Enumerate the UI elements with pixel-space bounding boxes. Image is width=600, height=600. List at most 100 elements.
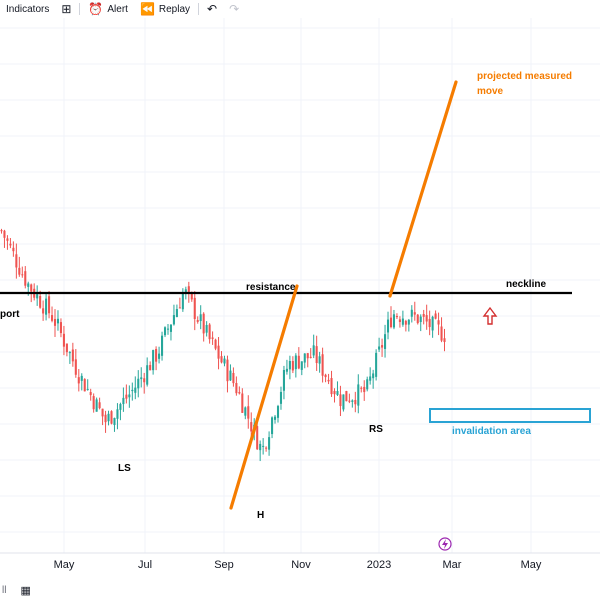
candle-body <box>59 322 62 334</box>
candle-body <box>315 346 318 364</box>
candle-body <box>428 318 431 328</box>
calendar-icon[interactable]: ▦ <box>20 584 31 597</box>
candle-body <box>363 386 366 393</box>
rewind-icon: ⏪ <box>139 2 155 16</box>
replay-button[interactable]: ⏪ Replay <box>134 0 196 18</box>
candle-body <box>172 315 175 325</box>
candle-body <box>386 319 390 333</box>
neckline-label: neckline <box>506 279 546 290</box>
candle-body <box>161 335 164 356</box>
grid-icon: ⊞ <box>61 2 72 16</box>
invalidation-box[interactable] <box>429 408 591 423</box>
candle-body <box>15 254 18 268</box>
candle-body <box>175 309 178 317</box>
candle-body <box>422 314 425 317</box>
candle-body <box>169 324 173 332</box>
candle-body <box>27 283 30 287</box>
x-tick-label: Nov <box>291 559 311 571</box>
candle-body <box>348 400 351 402</box>
candle-body <box>163 327 167 336</box>
left-shoulder-label: LS <box>118 463 131 474</box>
x-tick-label: May <box>54 559 75 571</box>
candle-body <box>74 359 77 375</box>
candle-body <box>196 320 199 322</box>
candle-body <box>369 376 372 381</box>
redo-button[interactable]: ↷ <box>223 0 245 18</box>
candle-body <box>238 392 241 394</box>
price-chart[interactable]: neckline resistance port LS H RS project… <box>0 0 600 580</box>
candle-body <box>116 409 119 419</box>
candle-body <box>190 292 193 300</box>
projection-label-line2: move <box>477 86 504 97</box>
candle-body <box>268 437 271 450</box>
candle-body <box>384 334 387 349</box>
candle-body <box>199 314 202 322</box>
candle-body <box>50 315 54 321</box>
candle-body <box>416 314 419 324</box>
candle-body <box>247 406 250 419</box>
candle-body <box>0 230 3 232</box>
candle-body <box>152 350 155 371</box>
candle-body <box>282 369 285 391</box>
alert-button[interactable]: ⏰ Alert <box>82 0 134 18</box>
candle-body <box>71 349 74 362</box>
candle-body <box>381 345 384 348</box>
candle-body <box>6 238 9 241</box>
candle-body <box>235 382 238 394</box>
candle-body <box>244 407 247 416</box>
candle-body <box>48 296 51 314</box>
candle-body <box>226 359 229 382</box>
candle-body <box>30 284 33 292</box>
candle-body <box>208 324 211 340</box>
event-marker[interactable] <box>438 537 452 551</box>
candle-body <box>146 365 149 385</box>
x-tick-label: 2023 <box>367 559 391 571</box>
projected-move-line[interactable] <box>388 80 458 298</box>
candle-body <box>360 387 363 389</box>
candle-body <box>181 292 184 310</box>
candle-body <box>125 394 128 399</box>
candle-body <box>410 309 413 317</box>
candle-body <box>401 318 404 325</box>
candle-body <box>336 391 339 395</box>
alert-label: Alert <box>107 3 128 15</box>
x-tick-label: Jul <box>138 559 152 571</box>
candle-body <box>303 353 306 363</box>
head-label: H <box>257 510 264 521</box>
candlestick-series <box>0 228 446 462</box>
candle-body <box>113 417 116 425</box>
candle-body <box>223 358 226 364</box>
indicators-button[interactable]: Indicators <box>0 0 55 18</box>
resistance-trendline[interactable] <box>229 284 299 510</box>
candle-body <box>36 294 39 299</box>
candle-body <box>214 339 217 349</box>
candle-body <box>288 360 291 370</box>
candle-body <box>333 391 336 395</box>
undo-button[interactable]: ↶ <box>201 0 223 18</box>
candle-body <box>134 387 137 393</box>
candle-body <box>12 247 15 252</box>
candle-body <box>372 373 375 379</box>
candle-body <box>137 378 140 389</box>
candle-body <box>178 307 181 309</box>
candle-body <box>229 370 232 381</box>
candle-body <box>434 313 437 319</box>
candle-body <box>202 313 205 334</box>
candle-body <box>413 312 416 315</box>
candle-body <box>339 394 342 407</box>
candle-body <box>318 356 321 364</box>
candle-body <box>378 346 381 350</box>
x-axis[interactable]: May Jul Sep Nov 2023 Mar May <box>54 559 542 571</box>
candle-body <box>306 353 309 359</box>
candle-body <box>166 328 170 330</box>
templates-button[interactable]: ⊞ <box>55 0 77 18</box>
candle-body <box>9 243 12 246</box>
candle-body <box>321 354 324 376</box>
candle-body <box>285 368 288 372</box>
bottom-bar: ll ▦ <box>0 580 600 600</box>
candle-body <box>89 392 92 396</box>
candle-body <box>24 271 27 286</box>
candle-body <box>392 314 396 328</box>
candle-body <box>351 400 354 402</box>
candle-body <box>101 408 104 417</box>
